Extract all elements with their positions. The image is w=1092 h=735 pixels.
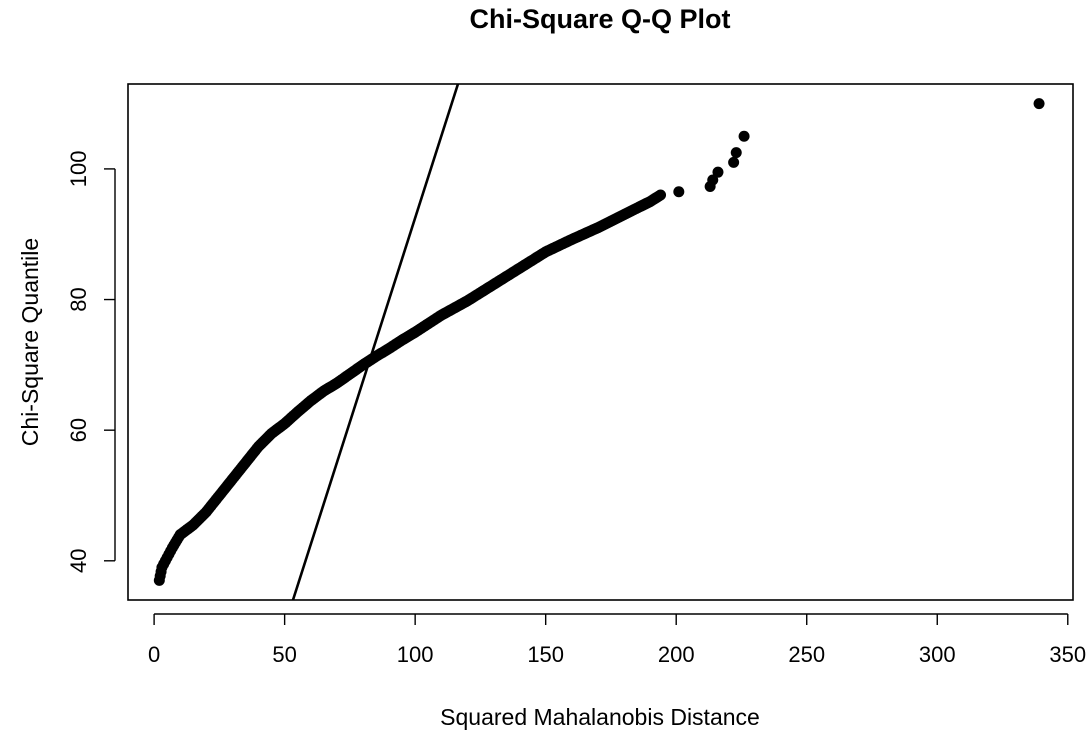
y-tick-label: 40: [66, 549, 91, 573]
y-tick-label: 60: [66, 418, 91, 442]
x-tick-label: 150: [527, 642, 564, 667]
data-point: [655, 189, 667, 201]
y-tick-label: 100: [66, 151, 91, 188]
outlier-point: [673, 186, 685, 198]
x-tick-label: 50: [272, 642, 296, 667]
x-tick-label: 200: [658, 642, 695, 667]
data-points: [153, 98, 1045, 586]
x-tick-label: 0: [148, 642, 160, 667]
outlier-point: [1033, 98, 1045, 110]
y-axis-label: Chi-Square Quantile: [17, 238, 43, 446]
chart-title: Chi-Square Q-Q Plot: [469, 4, 730, 34]
reference-line: [291, 83, 460, 601]
x-tick-label: 250: [788, 642, 825, 667]
x-axis-label: Squared Mahalanobis Distance: [440, 704, 760, 730]
x-axis: 0 50 100 150 200 250 300 350: [148, 613, 1086, 667]
outlier-point: [712, 166, 724, 178]
plot-area: [153, 83, 1045, 601]
outlier-point: [707, 174, 719, 186]
x-tick-label: 350: [1049, 642, 1086, 667]
outlier-point: [730, 147, 742, 159]
x-tick-label: 100: [397, 642, 434, 667]
outlier-point: [728, 156, 740, 168]
x-tick-label: 300: [919, 642, 956, 667]
y-tick-label: 80: [66, 287, 91, 311]
plot-frame: [127, 83, 1074, 601]
outlier-point: [738, 130, 750, 142]
y-axis: 40 60 80 100: [66, 151, 116, 573]
